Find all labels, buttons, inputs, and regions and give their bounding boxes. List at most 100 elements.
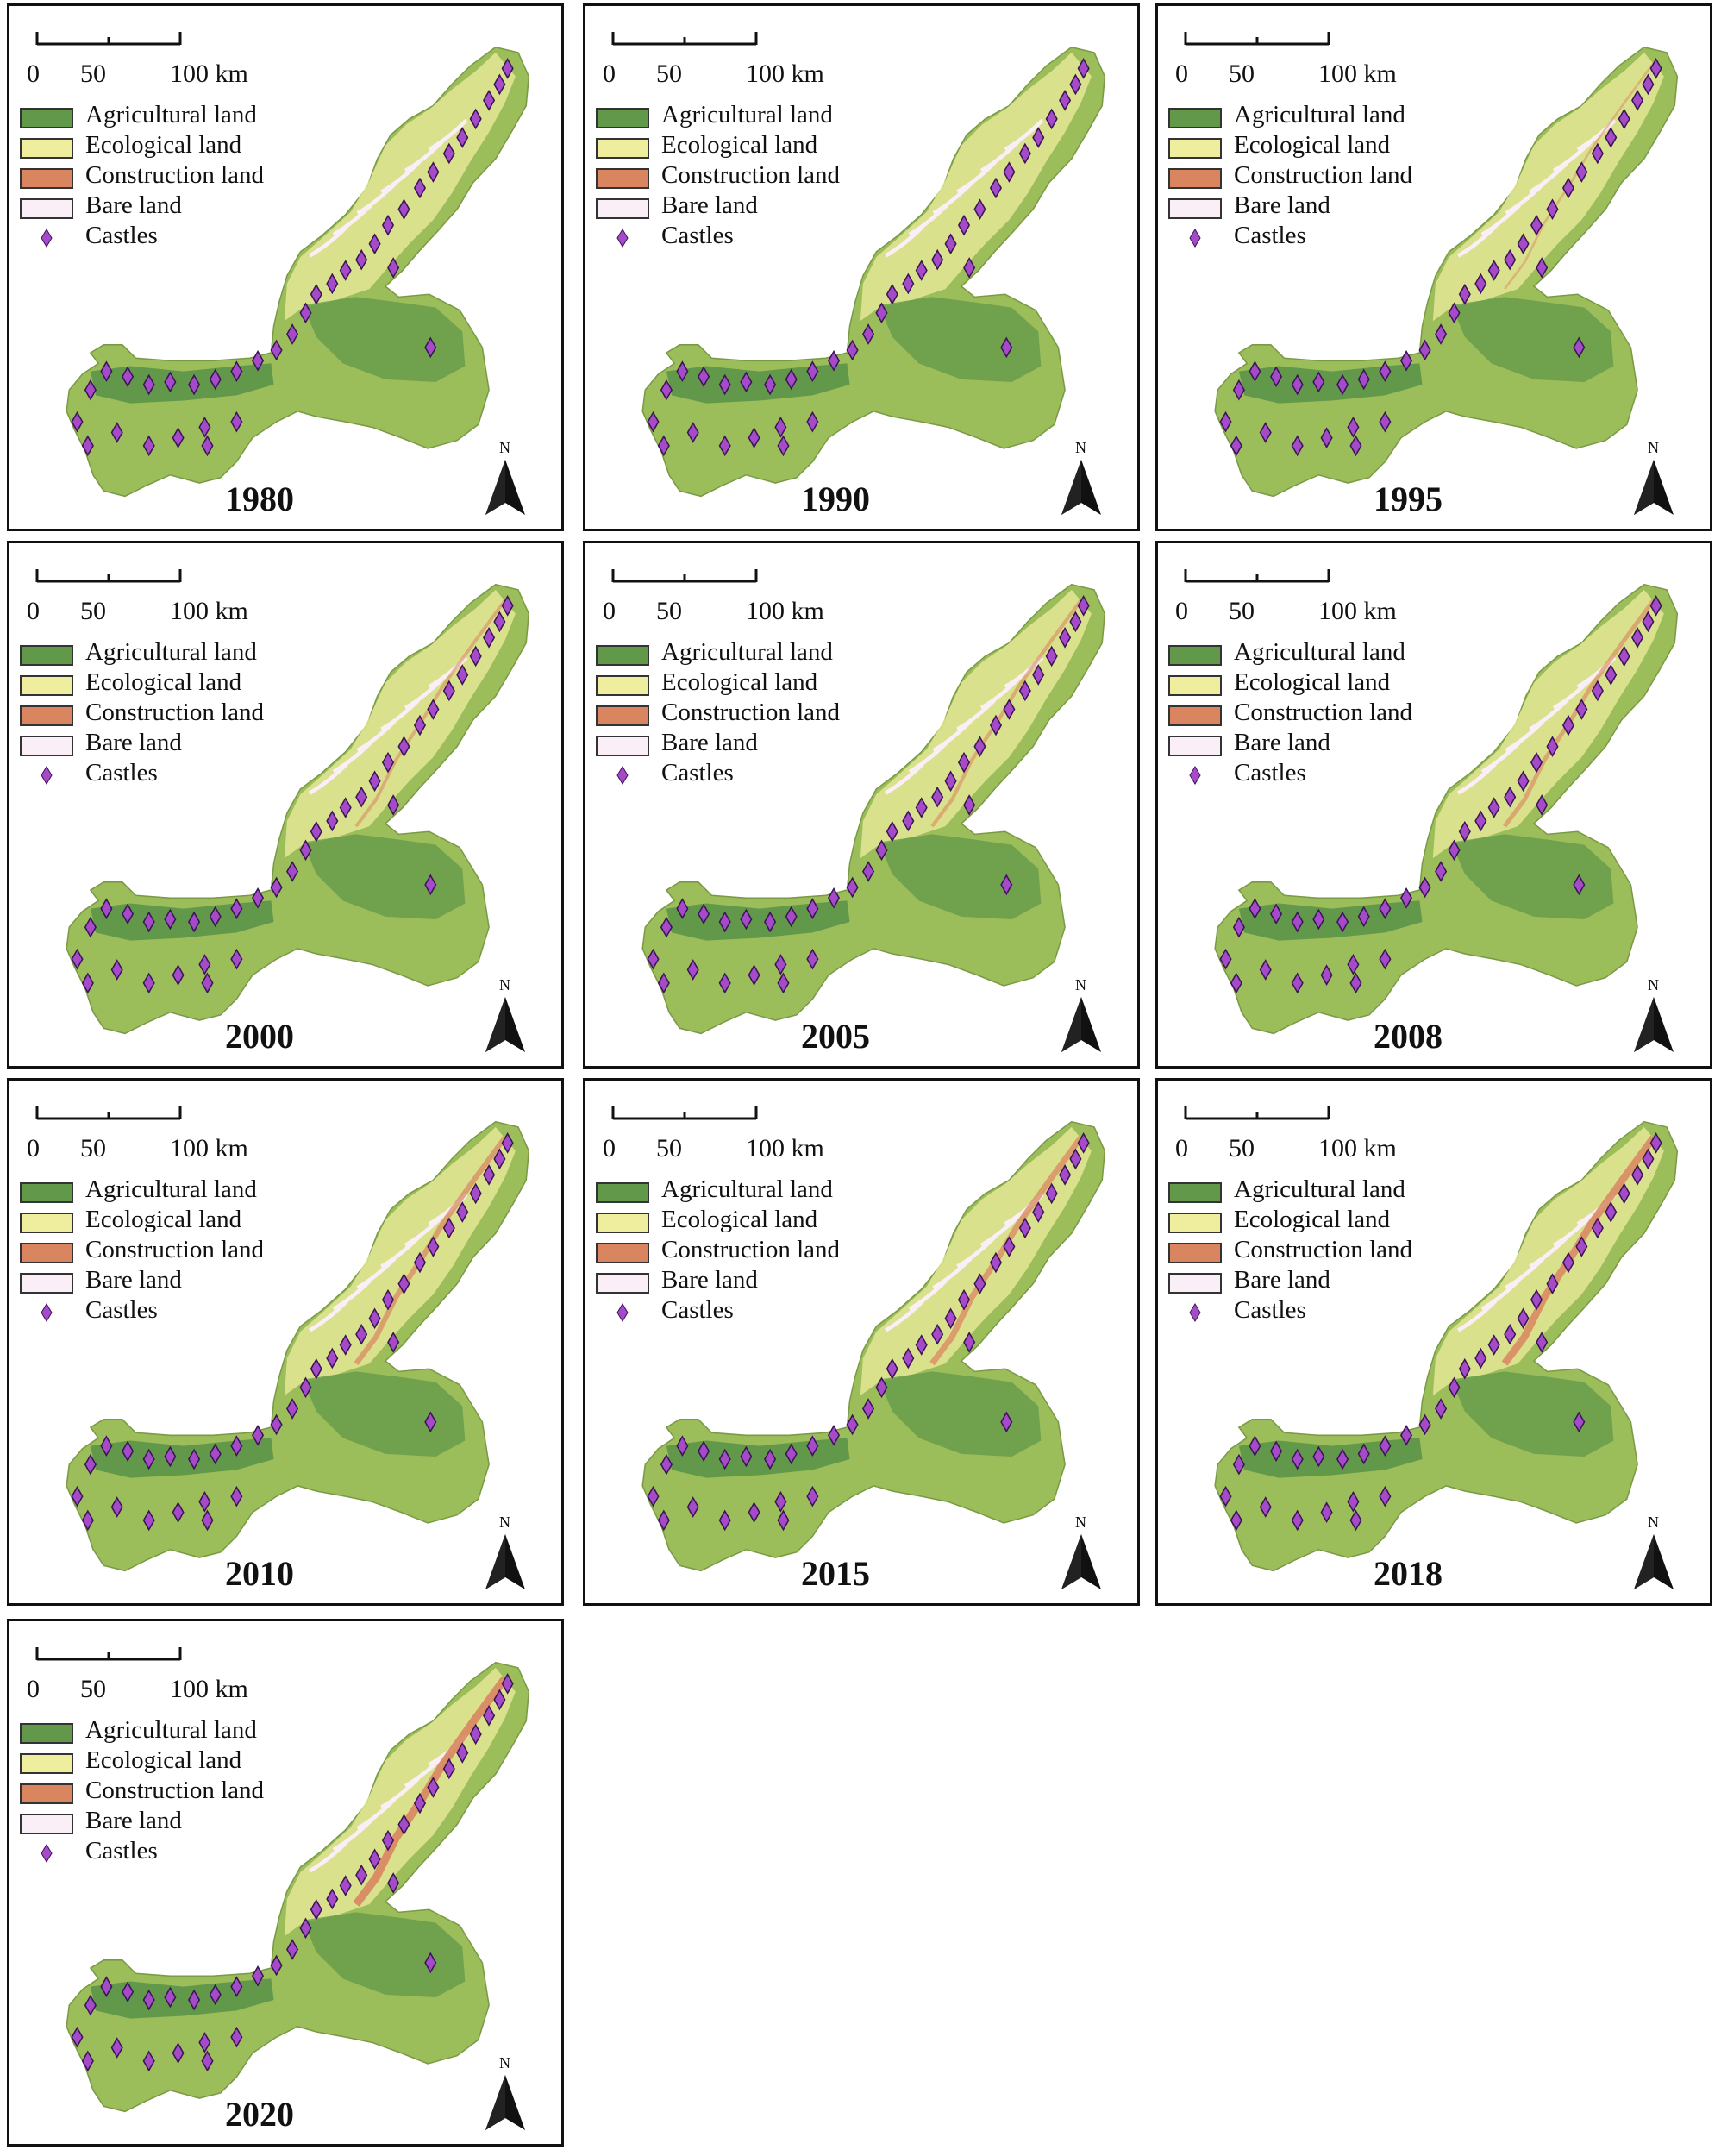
castle-marker (142, 972, 155, 994)
castle-marker (1077, 595, 1090, 617)
legend-label: Bare land (661, 729, 758, 756)
legend-label: Ecological land (85, 131, 242, 159)
castle-marker (718, 1509, 731, 1532)
castle-marker (251, 1424, 265, 1446)
castle-marker (1259, 1496, 1272, 1518)
castle-marker (748, 964, 760, 986)
castle-marker (1018, 680, 1031, 702)
castle-marker (1546, 1273, 1559, 1295)
castle-marker (442, 1217, 455, 1239)
legend-item: Construction land (596, 161, 880, 193)
castle-marker (164, 1445, 177, 1468)
legend-label: Castles (85, 222, 158, 249)
scale-tick-label: 0 (603, 60, 616, 88)
castle-marker (381, 751, 395, 774)
castle-marker (902, 273, 915, 295)
castle-marker (1631, 1164, 1644, 1186)
castle-marker (1536, 1332, 1549, 1353)
castle-marker (1320, 427, 1333, 448)
castle-marker (1504, 786, 1517, 808)
castle-marker (1349, 435, 1362, 457)
castle-marker (931, 1323, 944, 1345)
castle-marker (1336, 911, 1349, 933)
castle-marker (963, 1332, 976, 1353)
scale-labels: 0 50 100 km (1175, 597, 1434, 628)
scale-tick-label: 50 (80, 60, 106, 88)
castle-marker (1347, 953, 1360, 975)
castle-marker (1232, 1453, 1245, 1476)
castle-marker (875, 839, 888, 862)
legend-label: Ecological land (661, 1206, 818, 1233)
legend-label: Agricultural land (85, 1716, 257, 1744)
castle-marker (657, 972, 670, 994)
legend-label: Bare land (1234, 729, 1330, 756)
legend-swatch (596, 645, 649, 666)
year-label: 2008 (1374, 1017, 1443, 1056)
castle-marker (209, 368, 222, 391)
legend: Agricultural land Ecological land Construc… (1168, 1175, 1453, 1328)
north-label: N (1075, 439, 1086, 456)
legend-item: Bare land (596, 1266, 880, 1298)
castle-marker (1605, 1201, 1618, 1223)
legend-label: Construction land (1234, 161, 1413, 189)
legend: Agricultural land Ecological land Construc… (1168, 101, 1453, 254)
castle-marker (188, 373, 201, 396)
castle-marker (397, 198, 410, 221)
legend-swatch (1168, 736, 1222, 756)
castle-marker (381, 214, 395, 236)
year-label: 2018 (1374, 1554, 1443, 1593)
castle-marker (1032, 127, 1045, 148)
castle-marker (1575, 1236, 1588, 1257)
legend-label: Agricultural land (85, 638, 257, 666)
castle-marker (1448, 1376, 1461, 1399)
castle-marker (1605, 127, 1618, 148)
diamond-icon (41, 1844, 53, 1863)
legend-label: Ecological land (661, 131, 818, 159)
scale-tick-label: 100 km (1318, 597, 1397, 625)
legend-swatch (596, 168, 649, 189)
legend-item: Agricultural land (20, 101, 304, 133)
north-arrow-icon: N (1060, 1514, 1103, 1591)
legend-label: Agricultural land (661, 101, 833, 128)
castle-marker (875, 302, 888, 324)
legend-label: Ecological land (85, 1746, 242, 1774)
legend-label: Ecological land (1234, 668, 1391, 696)
scale-tick-label: 100 km (746, 60, 824, 88)
legend-label: Construction land (1234, 1236, 1413, 1263)
castle-marker (172, 964, 185, 986)
castle-marker (84, 1994, 97, 2016)
castle-marker (1270, 903, 1283, 925)
year-label: 2000 (225, 1017, 294, 1056)
map-panel-2000: 0 50 100 km Agricultural land Ecological lan… (7, 541, 564, 1069)
map-panel-2005: 0 50 100 km Agricultural land Ecological lan… (583, 541, 1140, 1069)
legend-label: Construction land (661, 699, 841, 726)
legend-item: Castles (1168, 759, 1453, 791)
castle-marker (1536, 257, 1549, 279)
castle-marker (1487, 260, 1500, 281)
legend-item: Agricultural land (1168, 101, 1453, 133)
castle-marker (827, 1424, 841, 1446)
legend-swatch (1168, 168, 1222, 189)
castle-marker (71, 948, 84, 970)
castle-marker (806, 898, 819, 919)
year-label: 2005 (801, 1017, 870, 1056)
castle-marker (1312, 371, 1325, 393)
castle-marker (1018, 1217, 1031, 1239)
castle-marker (886, 820, 898, 843)
castle-marker (188, 911, 201, 933)
land-use-map (66, 1120, 530, 1572)
castle-marker (676, 360, 689, 382)
castle-marker (339, 797, 352, 818)
agricultural-land-area (879, 297, 1042, 382)
legend-swatch (596, 1273, 649, 1294)
castle-marker (251, 1965, 265, 1987)
castle-marker (806, 411, 819, 433)
ecological-land-area (284, 589, 516, 859)
castle-marker (326, 810, 339, 832)
legend-item: Bare land (1168, 191, 1453, 223)
castle-marker (270, 876, 283, 899)
castle-marker (1379, 411, 1392, 433)
scale-tick-label: 50 (1229, 597, 1255, 625)
castle-marker (122, 903, 135, 925)
castle-marker (424, 1952, 437, 1974)
